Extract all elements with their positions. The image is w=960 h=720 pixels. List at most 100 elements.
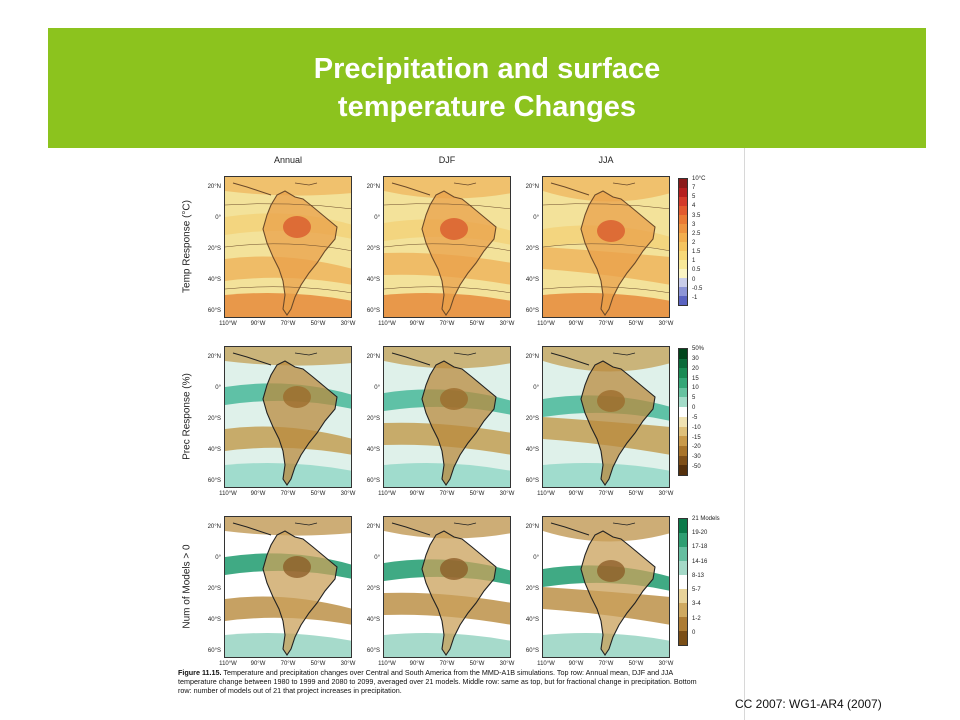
ipcc-figure: Figure 11.15. Temperature and precipitat… xyxy=(174,148,745,720)
caribbean-islands xyxy=(453,522,477,526)
legend-label: 15 xyxy=(692,375,699,382)
longitude-tick-label: 110°W xyxy=(378,321,396,327)
legend-swatch xyxy=(679,387,687,398)
map-graphic xyxy=(225,517,351,657)
legend-label: 7 xyxy=(692,185,696,192)
central-america-coast xyxy=(391,182,431,196)
latitude-tick-label: 20°N xyxy=(366,524,380,530)
contour-line xyxy=(225,203,351,210)
map-panel-r2-c1 xyxy=(383,516,511,658)
continent-fill xyxy=(263,531,337,655)
coastline xyxy=(262,530,338,656)
legend-swatch xyxy=(679,589,687,603)
map-band-top xyxy=(225,517,351,536)
longitude-tick-label: 110°W xyxy=(537,321,555,327)
latitude-tick-label: 20°S xyxy=(366,586,380,592)
contour-line xyxy=(384,203,510,210)
contour-line xyxy=(543,286,669,293)
legend-label: -0.5 xyxy=(692,285,703,292)
central-america-coast xyxy=(232,522,272,536)
legend-swatch xyxy=(679,407,687,417)
continent-fill xyxy=(422,531,496,655)
longitude-tick-label: 110°W xyxy=(378,661,396,667)
legend-colorbar-0 xyxy=(678,178,688,306)
legend-label: 5 xyxy=(692,194,696,201)
caribbean-islands xyxy=(294,182,318,186)
map-band-top xyxy=(384,517,510,539)
latitude-tick-label: 60°S xyxy=(207,308,221,314)
legend-swatch xyxy=(679,215,687,224)
map-panel-r1-c1 xyxy=(383,346,511,488)
caribbean-islands xyxy=(612,182,636,186)
legend-label: 19-20 xyxy=(692,530,708,537)
legend-label: 10 xyxy=(692,385,699,392)
legend-label: 14-16 xyxy=(692,558,708,565)
legend-swatch xyxy=(679,368,687,379)
legend-label: 20 xyxy=(692,365,699,372)
coastline xyxy=(580,190,656,316)
coastline xyxy=(262,360,338,486)
longitude-tick-label: 50°W xyxy=(310,321,326,327)
map-band-top xyxy=(225,347,351,366)
caribbean-islands xyxy=(612,522,636,526)
legend-swatch xyxy=(679,547,687,561)
legend-swatch xyxy=(679,269,687,278)
slide-title-line-1: Precipitation and surface xyxy=(313,53,661,85)
latitude-tick-label: 40°S xyxy=(525,447,539,453)
central-america-coast xyxy=(550,352,590,366)
central-america-coast xyxy=(232,182,272,196)
column-heading-djf: DJF xyxy=(438,155,456,165)
legend-label: -5 xyxy=(692,414,698,421)
longitude-tick-label: 30°W xyxy=(340,321,356,327)
latitude-tick-label: 20°N xyxy=(207,354,221,360)
caption-text: Temperature and precipitation changes ov… xyxy=(178,668,697,696)
latitude-tick-label: 60°S xyxy=(207,478,221,484)
row-label-0: Temp Response (°C) xyxy=(181,200,193,293)
latitude-tick-label: 20°N xyxy=(525,354,539,360)
latitude-tick-label: 20°S xyxy=(207,246,221,252)
legend-label: 1-2 xyxy=(692,615,701,622)
longitude-tick-label: 90°W xyxy=(568,661,584,667)
longitude-tick-label: 50°W xyxy=(310,491,326,497)
legend-swatch xyxy=(679,179,687,188)
map-graphic xyxy=(384,517,510,657)
longitude-tick-label: 70°W xyxy=(280,321,296,327)
contour-line xyxy=(543,203,669,210)
legend-label: 50% xyxy=(692,346,705,352)
longitude-tick-label: 30°W xyxy=(658,661,674,667)
longitude-tick-label: 70°W xyxy=(439,321,455,327)
coastline xyxy=(580,530,656,656)
longitude-tick-label: 50°W xyxy=(628,661,644,667)
legend-label: -50 xyxy=(692,464,701,471)
longitude-tick-label: 30°W xyxy=(658,321,674,327)
legend-label: 30 xyxy=(692,355,699,362)
coastline xyxy=(580,360,656,486)
legend-label: 2.5 xyxy=(692,230,701,237)
continent-fill xyxy=(581,531,655,655)
map-hotspot xyxy=(283,216,311,238)
caribbean-islands xyxy=(453,352,477,356)
map-hotspot xyxy=(440,388,468,410)
legend-label: -15 xyxy=(692,434,701,441)
longitude-tick-label: 90°W xyxy=(409,321,425,327)
longitude-tick-label: 110°W xyxy=(219,321,237,327)
longitude-tick-label: 70°W xyxy=(598,491,614,497)
latitude-tick-label: 0° xyxy=(215,215,221,221)
coastline xyxy=(421,190,497,316)
longitude-tick-label: 90°W xyxy=(568,321,584,327)
legend-label: -1 xyxy=(692,294,698,301)
longitude-tick-label: 90°W xyxy=(250,491,266,497)
legend-swatch xyxy=(679,349,687,359)
latitude-tick-label: 40°S xyxy=(366,277,380,283)
map-band-top xyxy=(543,347,669,372)
map-graphic xyxy=(384,347,510,487)
row-label-1: Prec Response (%) xyxy=(181,373,193,460)
contour-line xyxy=(543,243,669,251)
legend-label: 0 xyxy=(692,629,696,636)
latitude-tick-label: 20°S xyxy=(525,586,539,592)
map-graphic xyxy=(225,177,351,317)
longitude-tick-label: 50°W xyxy=(628,491,644,497)
legend-label: 3.5 xyxy=(692,212,701,219)
caption-label: Figure 11.15. xyxy=(178,668,222,677)
central-america-coast xyxy=(550,182,590,196)
